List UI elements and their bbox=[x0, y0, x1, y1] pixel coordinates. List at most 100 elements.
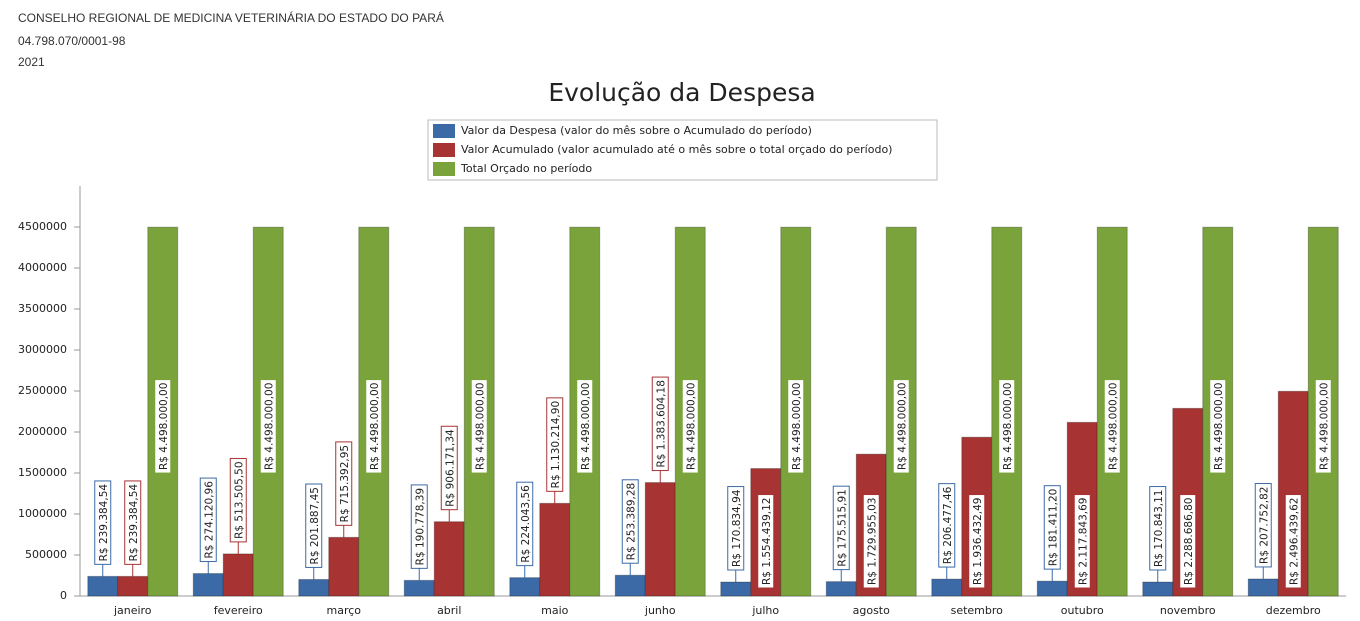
data-label-box bbox=[410, 484, 428, 569]
bar bbox=[825, 581, 857, 597]
data-label: R$ 715.392,95 bbox=[335, 441, 353, 526]
data-label-box bbox=[546, 397, 564, 492]
data-label-box bbox=[998, 379, 1016, 474]
data-label-box bbox=[154, 379, 172, 474]
data-label: R$ 4.498.000,00 bbox=[1314, 379, 1332, 474]
y-tick-label: 1000000 bbox=[18, 507, 67, 520]
data-label: R$ 253.389,28 bbox=[621, 479, 639, 564]
data-label: R$ 4.498.000,00 bbox=[681, 379, 699, 474]
data-label-box bbox=[94, 480, 112, 565]
bar bbox=[1202, 226, 1234, 597]
x-tick-label: fevereiro bbox=[214, 604, 263, 617]
data-label-box bbox=[1179, 494, 1197, 589]
data-label: R$ 239.384,54 bbox=[94, 480, 112, 565]
data-label-box bbox=[938, 483, 956, 568]
bar bbox=[644, 482, 676, 597]
data-label-text: R$ 224.043,56 bbox=[520, 485, 532, 563]
data-label: R$ 201.887,45 bbox=[305, 483, 323, 568]
data-label: R$ 1.729.955,03 bbox=[862, 494, 880, 589]
data-label: R$ 513.505,50 bbox=[229, 457, 247, 543]
data-label-text: R$ 4.498.000,00 bbox=[1002, 383, 1014, 470]
data-label-text: R$ 201.887,45 bbox=[309, 487, 321, 564]
data-label-text: R$ 4.498.000,00 bbox=[1213, 383, 1225, 470]
data-label-text: R$ 4.498.000,00 bbox=[263, 383, 275, 470]
data-label: R$ 207.752,82 bbox=[1254, 483, 1272, 568]
legend-swatch bbox=[433, 143, 455, 157]
data-label: R$ 906.171,34 bbox=[440, 425, 458, 511]
year: 2021 bbox=[18, 55, 45, 69]
data-label: R$ 224.043,56 bbox=[516, 481, 534, 567]
data-label-text: R$ 1.554.439,12 bbox=[761, 498, 773, 585]
y-tick-label: 4500000 bbox=[18, 220, 67, 233]
chart-title: Evolução da Despesa bbox=[548, 78, 815, 107]
x-tick-label: março bbox=[326, 604, 361, 617]
legend-swatch bbox=[433, 124, 455, 138]
data-label: R$ 4.498.000,00 bbox=[998, 379, 1016, 474]
bar bbox=[403, 579, 435, 597]
data-label: R$ 4.498.000,00 bbox=[787, 379, 805, 474]
data-label-text: R$ 4.498.000,00 bbox=[791, 383, 803, 470]
x-tick-label: abril bbox=[437, 604, 461, 617]
bar bbox=[614, 574, 646, 597]
bar bbox=[192, 573, 224, 597]
data-label-box bbox=[832, 485, 850, 571]
bar bbox=[720, 581, 752, 597]
data-label: R$ 4.498.000,00 bbox=[154, 379, 172, 474]
data-label-box bbox=[124, 480, 142, 565]
data-label: R$ 170.843,11 bbox=[1149, 486, 1167, 571]
data-label: R$ 206.477,46 bbox=[938, 483, 956, 568]
legend-box bbox=[427, 119, 938, 181]
data-label-text: R$ 239.384,54 bbox=[98, 484, 110, 562]
bar bbox=[509, 577, 541, 597]
bar bbox=[87, 575, 119, 597]
y-tick-label: 1500000 bbox=[18, 466, 67, 479]
data-label-text: R$ 4.498.000,00 bbox=[369, 383, 381, 470]
data-label-box bbox=[199, 477, 217, 563]
data-label-box bbox=[335, 441, 353, 526]
x-tick-label: setembro bbox=[951, 604, 1004, 617]
data-label-text: R$ 4.498.000,00 bbox=[1318, 383, 1330, 470]
data-label: R$ 4.498.000,00 bbox=[365, 379, 383, 474]
data-label-text: R$ 274.120,96 bbox=[203, 481, 215, 559]
data-label-box bbox=[727, 486, 745, 571]
data-label-box bbox=[892, 379, 910, 474]
data-label: R$ 2.117.843,69 bbox=[1073, 494, 1091, 589]
data-label: R$ 4.498.000,00 bbox=[576, 379, 594, 474]
bar bbox=[539, 502, 571, 597]
x-tick-label: janeiro bbox=[113, 604, 152, 617]
data-label-text: R$ 4.498.000,00 bbox=[474, 383, 486, 470]
data-label-box bbox=[681, 379, 699, 474]
bar bbox=[117, 575, 149, 597]
data-label-text: R$ 715.392,95 bbox=[339, 445, 351, 522]
data-label: R$ 4.498.000,00 bbox=[1103, 379, 1121, 474]
data-label-box bbox=[651, 376, 669, 472]
data-label-box bbox=[1043, 485, 1061, 570]
data-label: R$ 181.411,20 bbox=[1043, 485, 1061, 570]
data-label: R$ 4.498.000,00 bbox=[1209, 379, 1227, 474]
data-label-text: R$ 1.936.432,49 bbox=[972, 498, 984, 585]
x-tick-label: julho bbox=[751, 604, 779, 617]
data-label-text: R$ 1.729.955,03 bbox=[866, 498, 878, 585]
x-tick-label: agosto bbox=[853, 604, 890, 617]
data-label-box bbox=[576, 379, 594, 474]
data-label-box bbox=[516, 481, 534, 567]
data-label-text: R$ 1.130.214,90 bbox=[550, 401, 562, 488]
legend-label: Valor Acumulado (valor acumulado até o m… bbox=[461, 143, 892, 156]
data-label-box bbox=[229, 457, 247, 543]
data-label: R$ 4.498.000,00 bbox=[892, 379, 910, 474]
bar bbox=[1036, 580, 1068, 597]
data-label-box bbox=[968, 494, 986, 589]
data-label-box bbox=[365, 379, 383, 474]
data-label-text: R$ 2.117.843,69 bbox=[1077, 498, 1089, 585]
data-label-text: R$ 253.389,28 bbox=[625, 483, 637, 560]
data-label-text: R$ 206.477,46 bbox=[942, 486, 954, 564]
bar bbox=[931, 578, 963, 597]
data-label: R$ 239.384,54 bbox=[124, 480, 142, 565]
data-label-text: R$ 1.383.604,18 bbox=[655, 380, 667, 467]
data-label-box bbox=[1209, 379, 1227, 474]
x-tick-label: novembro bbox=[1160, 604, 1216, 617]
data-label: R$ 1.554.439,12 bbox=[757, 494, 775, 589]
data-label-text: R$ 239.384,54 bbox=[128, 484, 140, 562]
data-label-text: R$ 175.515,91 bbox=[836, 489, 848, 566]
data-label-text: R$ 4.498.000,00 bbox=[685, 383, 697, 470]
